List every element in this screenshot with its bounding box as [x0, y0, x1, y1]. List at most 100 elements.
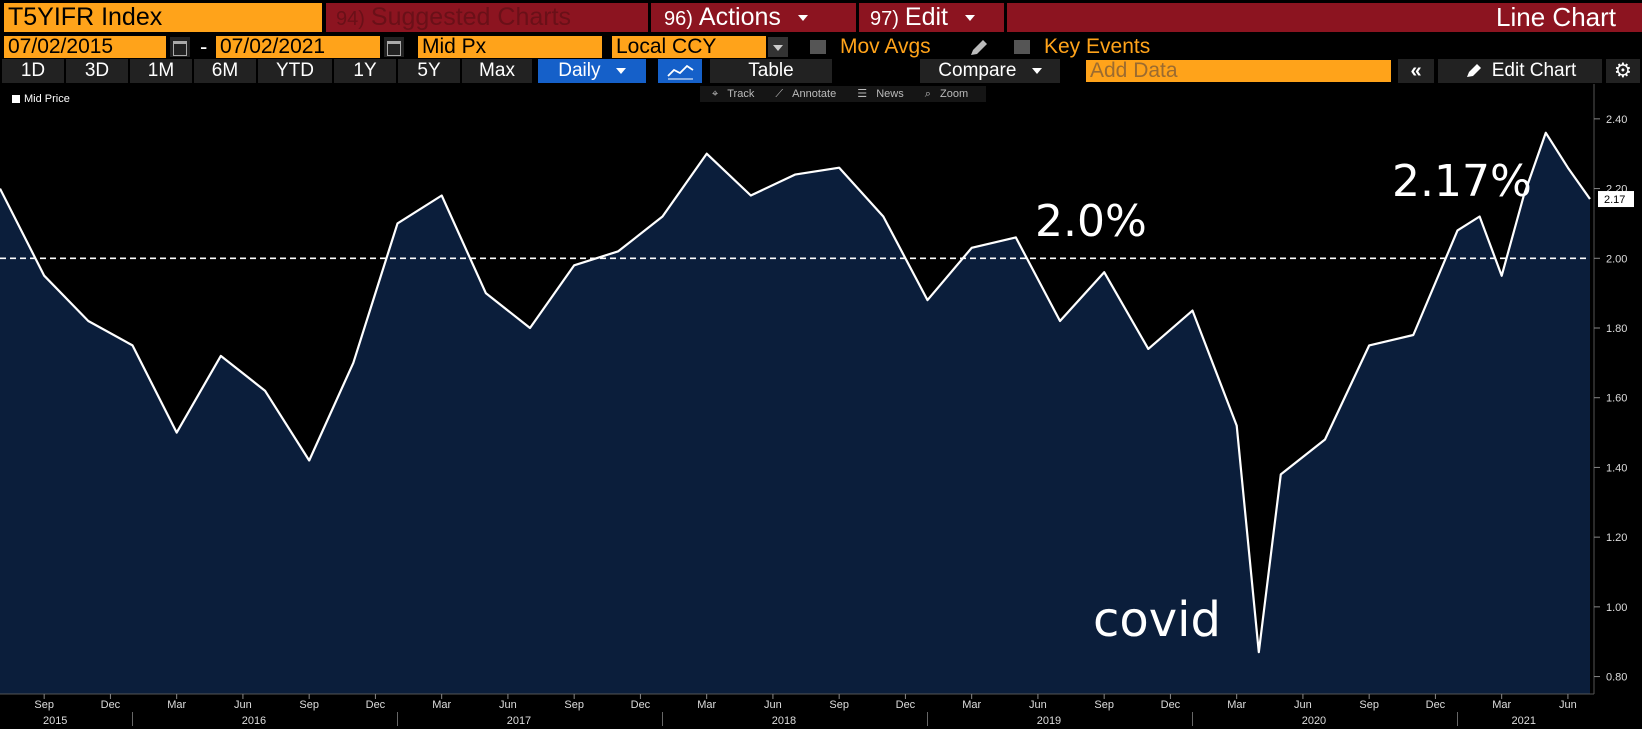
- edit-chart-label: Edit Chart: [1491, 60, 1577, 81]
- year-label: 2015: [43, 715, 67, 727]
- line-chart-icon: [667, 64, 694, 80]
- series-area: [0, 132, 1590, 695]
- range-1d-button[interactable]: 1D: [2, 59, 64, 83]
- last-value-label: 2.17: [1604, 194, 1625, 206]
- date-separator: -: [200, 34, 208, 59]
- edit-num: 97): [870, 8, 899, 30]
- calendar-icon[interactable]: [170, 37, 190, 57]
- menu-separator: [856, 3, 859, 32]
- collapse-button[interactable]: «: [1398, 59, 1434, 83]
- legend-item-mid-price: Mid Price: [12, 93, 70, 105]
- currency-select[interactable]: Local CCY: [612, 36, 766, 58]
- range-max-button[interactable]: Max: [462, 59, 532, 83]
- year-label: 2017: [507, 715, 531, 727]
- x-tick-label: Sep: [1094, 699, 1114, 711]
- end-date-field[interactable]: 07/02/2021: [216, 36, 380, 58]
- settings-button[interactable]: ⚙: [1606, 59, 1640, 83]
- add-data-input[interactable]: Add Data: [1086, 60, 1391, 82]
- x-tick-label: Mar: [962, 699, 981, 711]
- x-tick-label: Dec: [1161, 699, 1181, 711]
- menu-separator: [648, 3, 651, 32]
- y-tick-label: 1.00: [1606, 602, 1627, 614]
- pencil-icon[interactable]: [968, 38, 990, 58]
- suggested-charts-label: Suggested Charts: [370, 3, 572, 31]
- track-label: Track: [727, 88, 755, 100]
- ticker-field[interactable]: T5YIFR Index: [4, 3, 322, 32]
- x-tick-label: Sep: [34, 699, 54, 711]
- compare-label: Compare: [938, 60, 1017, 81]
- double-chevron-left-icon: «: [1410, 60, 1422, 82]
- year-label: 2016: [242, 715, 266, 727]
- table-button[interactable]: Table: [710, 59, 832, 83]
- x-tick-label: Dec: [101, 699, 121, 711]
- key-events-checkbox[interactable]: [1014, 40, 1030, 54]
- x-tick-label: Jun: [499, 699, 517, 711]
- news-label: News: [876, 88, 904, 100]
- x-tick-label: Dec: [631, 699, 651, 711]
- annotate-label: Annotate: [792, 88, 837, 100]
- x-tick-label: Sep: [1359, 699, 1379, 711]
- pencil-icon: [1466, 63, 1481, 77]
- gear-icon: ⚙: [1614, 60, 1632, 82]
- calendar-icon[interactable]: [384, 37, 404, 57]
- range-1y-button[interactable]: 1Y: [334, 59, 396, 83]
- line-chart-toggle[interactable]: [658, 59, 702, 83]
- y-tick-label: 1.40: [1606, 462, 1627, 474]
- x-tick-label: Jun: [764, 699, 782, 711]
- price-field-select[interactable]: Mid Px: [418, 36, 602, 58]
- year-label: 2019: [1037, 715, 1061, 727]
- actions-button[interactable]: 96) Actions: [664, 3, 854, 32]
- menu-separator: [1004, 3, 1007, 32]
- start-date-field[interactable]: 07/02/2015: [4, 36, 166, 58]
- y-tick-label: 2.00: [1606, 253, 1627, 265]
- range-5y-button[interactable]: 5Y: [398, 59, 460, 83]
- last-value-badge: [1598, 191, 1634, 208]
- x-tick-label: Jun: [234, 699, 252, 711]
- news-tool[interactable]: ☰ News: [857, 88, 904, 100]
- range-6m-button[interactable]: 6M: [194, 59, 256, 83]
- edit-label: Edit: [904, 3, 948, 31]
- chevron-down-icon[interactable]: [768, 37, 788, 57]
- edit-chart-button[interactable]: Edit Chart: [1438, 59, 1602, 83]
- key-events-label: Key Events: [1044, 35, 1151, 58]
- x-tick-label: Sep: [299, 699, 319, 711]
- range-3d-button[interactable]: 3D: [66, 59, 128, 83]
- range-ytd-button[interactable]: YTD: [258, 59, 332, 83]
- annotation-ref: 2.0%: [1035, 196, 1147, 247]
- x-tick-label: Mar: [1227, 699, 1246, 711]
- actions-label: Actions: [698, 3, 781, 31]
- zoom-label: Zoom: [940, 88, 969, 100]
- y-tick-label: 1.80: [1606, 323, 1627, 335]
- annotation-dip: covid: [1093, 592, 1221, 648]
- track-tool[interactable]: ⌖ Track: [712, 88, 755, 100]
- chart-type-label: Line Chart: [1496, 2, 1616, 32]
- x-tick-label: Sep: [564, 699, 584, 711]
- x-tick-label: Mar: [167, 699, 186, 711]
- x-tick-label: Mar: [697, 699, 716, 711]
- edit-button[interactable]: 97) Edit: [870, 3, 1000, 32]
- price-chart: 0.801.001.201.401.601.802.002.202.402.17…: [0, 84, 1634, 727]
- x-tick-label: Sep: [829, 699, 849, 711]
- x-tick-label: Mar: [1492, 699, 1511, 711]
- x-tick-label: Jun: [1559, 699, 1577, 711]
- compare-select[interactable]: Compare: [920, 59, 1060, 83]
- x-tick-label: Dec: [1426, 699, 1446, 711]
- x-tick-label: Jun: [1294, 699, 1312, 711]
- x-tick-label: Dec: [366, 699, 386, 711]
- period-label: Daily: [558, 60, 601, 81]
- y-tick-label: 1.60: [1606, 393, 1627, 405]
- title-bar: T5YIFR Index 94) Suggested Charts 96) Acti…: [0, 0, 1642, 34]
- year-label: 2020: [1302, 715, 1326, 727]
- annotate-tool[interactable]: ⟋ Annotate: [775, 88, 837, 100]
- series-line: [0, 131, 1591, 654]
- period-select[interactable]: Daily: [538, 59, 646, 83]
- mov-avgs-label: Mov Avgs: [840, 35, 931, 58]
- annotation-latest: 2.17%: [1392, 156, 1532, 207]
- suggested-charts-button[interactable]: 94) Suggested Charts: [336, 3, 636, 32]
- range-1m-button[interactable]: 1M: [130, 59, 192, 83]
- zoom-tool[interactable]: ⌕ Zoom: [924, 88, 969, 100]
- mov-avgs-checkbox[interactable]: [810, 40, 826, 54]
- x-tick-label: Jun: [1029, 699, 1047, 711]
- suggested-charts-num: 94): [336, 8, 365, 30]
- year-label: 2021: [1512, 715, 1536, 727]
